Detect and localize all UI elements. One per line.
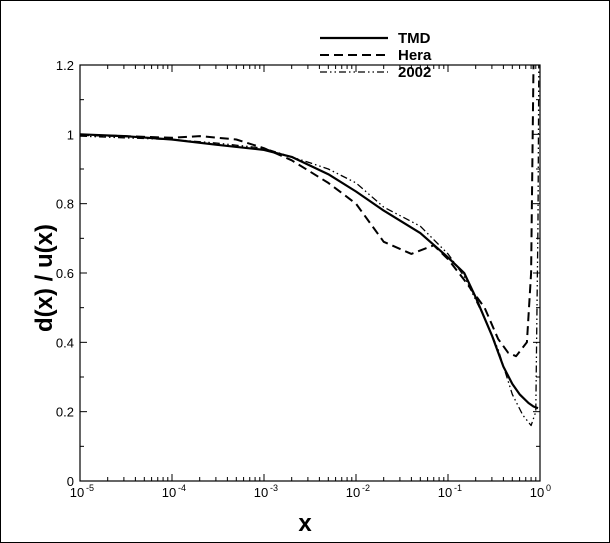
plot-area xyxy=(79,64,541,482)
x-tick-label: 10 xyxy=(346,485,360,500)
x-tick-exponent: -5 xyxy=(86,483,94,493)
x-axis-label: x xyxy=(298,510,312,537)
legend-label-tmd: TMD xyxy=(398,30,431,47)
y-axis-ticks: 0 0.2 0.4 0.6 0.8 1 1.2 xyxy=(56,58,540,489)
y-tick-label: 1 xyxy=(67,127,74,142)
series-line-hera xyxy=(80,65,535,358)
x-tick-exponent: -4 xyxy=(178,483,186,493)
legend-label-2002: 2002 xyxy=(398,64,431,81)
x-tick-label: 10 xyxy=(70,485,84,500)
y-tick-label: 0.4 xyxy=(56,335,74,350)
y-tick-label: 0.8 xyxy=(56,197,74,212)
y-tick-label: 0 xyxy=(67,474,74,489)
x-tick-exponent: 0 xyxy=(546,483,551,493)
x-tick-label: 10 xyxy=(162,485,176,500)
legend-label-hera: Hera xyxy=(398,47,432,64)
x-tick-label: 10 xyxy=(438,485,452,500)
x-tick-label: 10 xyxy=(254,485,268,500)
y-tick-label: 0.2 xyxy=(56,405,74,420)
x-tick-exponent: -3 xyxy=(270,483,278,493)
x-tick-label: 10 xyxy=(530,485,544,500)
x-tick-exponent: -2 xyxy=(362,483,370,493)
plot-border xyxy=(79,64,541,482)
x-axis-ticks: 10 -5 10 -4 10 -3 10 -2 10 -1 10 0 xyxy=(70,65,551,500)
series-layer xyxy=(80,65,540,427)
y-tick-label: 1.2 xyxy=(56,58,74,73)
y-axis-label: d(x) / u(x) xyxy=(31,224,58,332)
y-tick-label: 0.6 xyxy=(56,266,74,281)
series-line-tmd xyxy=(80,133,539,410)
series-line-2002 xyxy=(80,65,540,427)
x-tick-exponent: -1 xyxy=(454,483,462,493)
